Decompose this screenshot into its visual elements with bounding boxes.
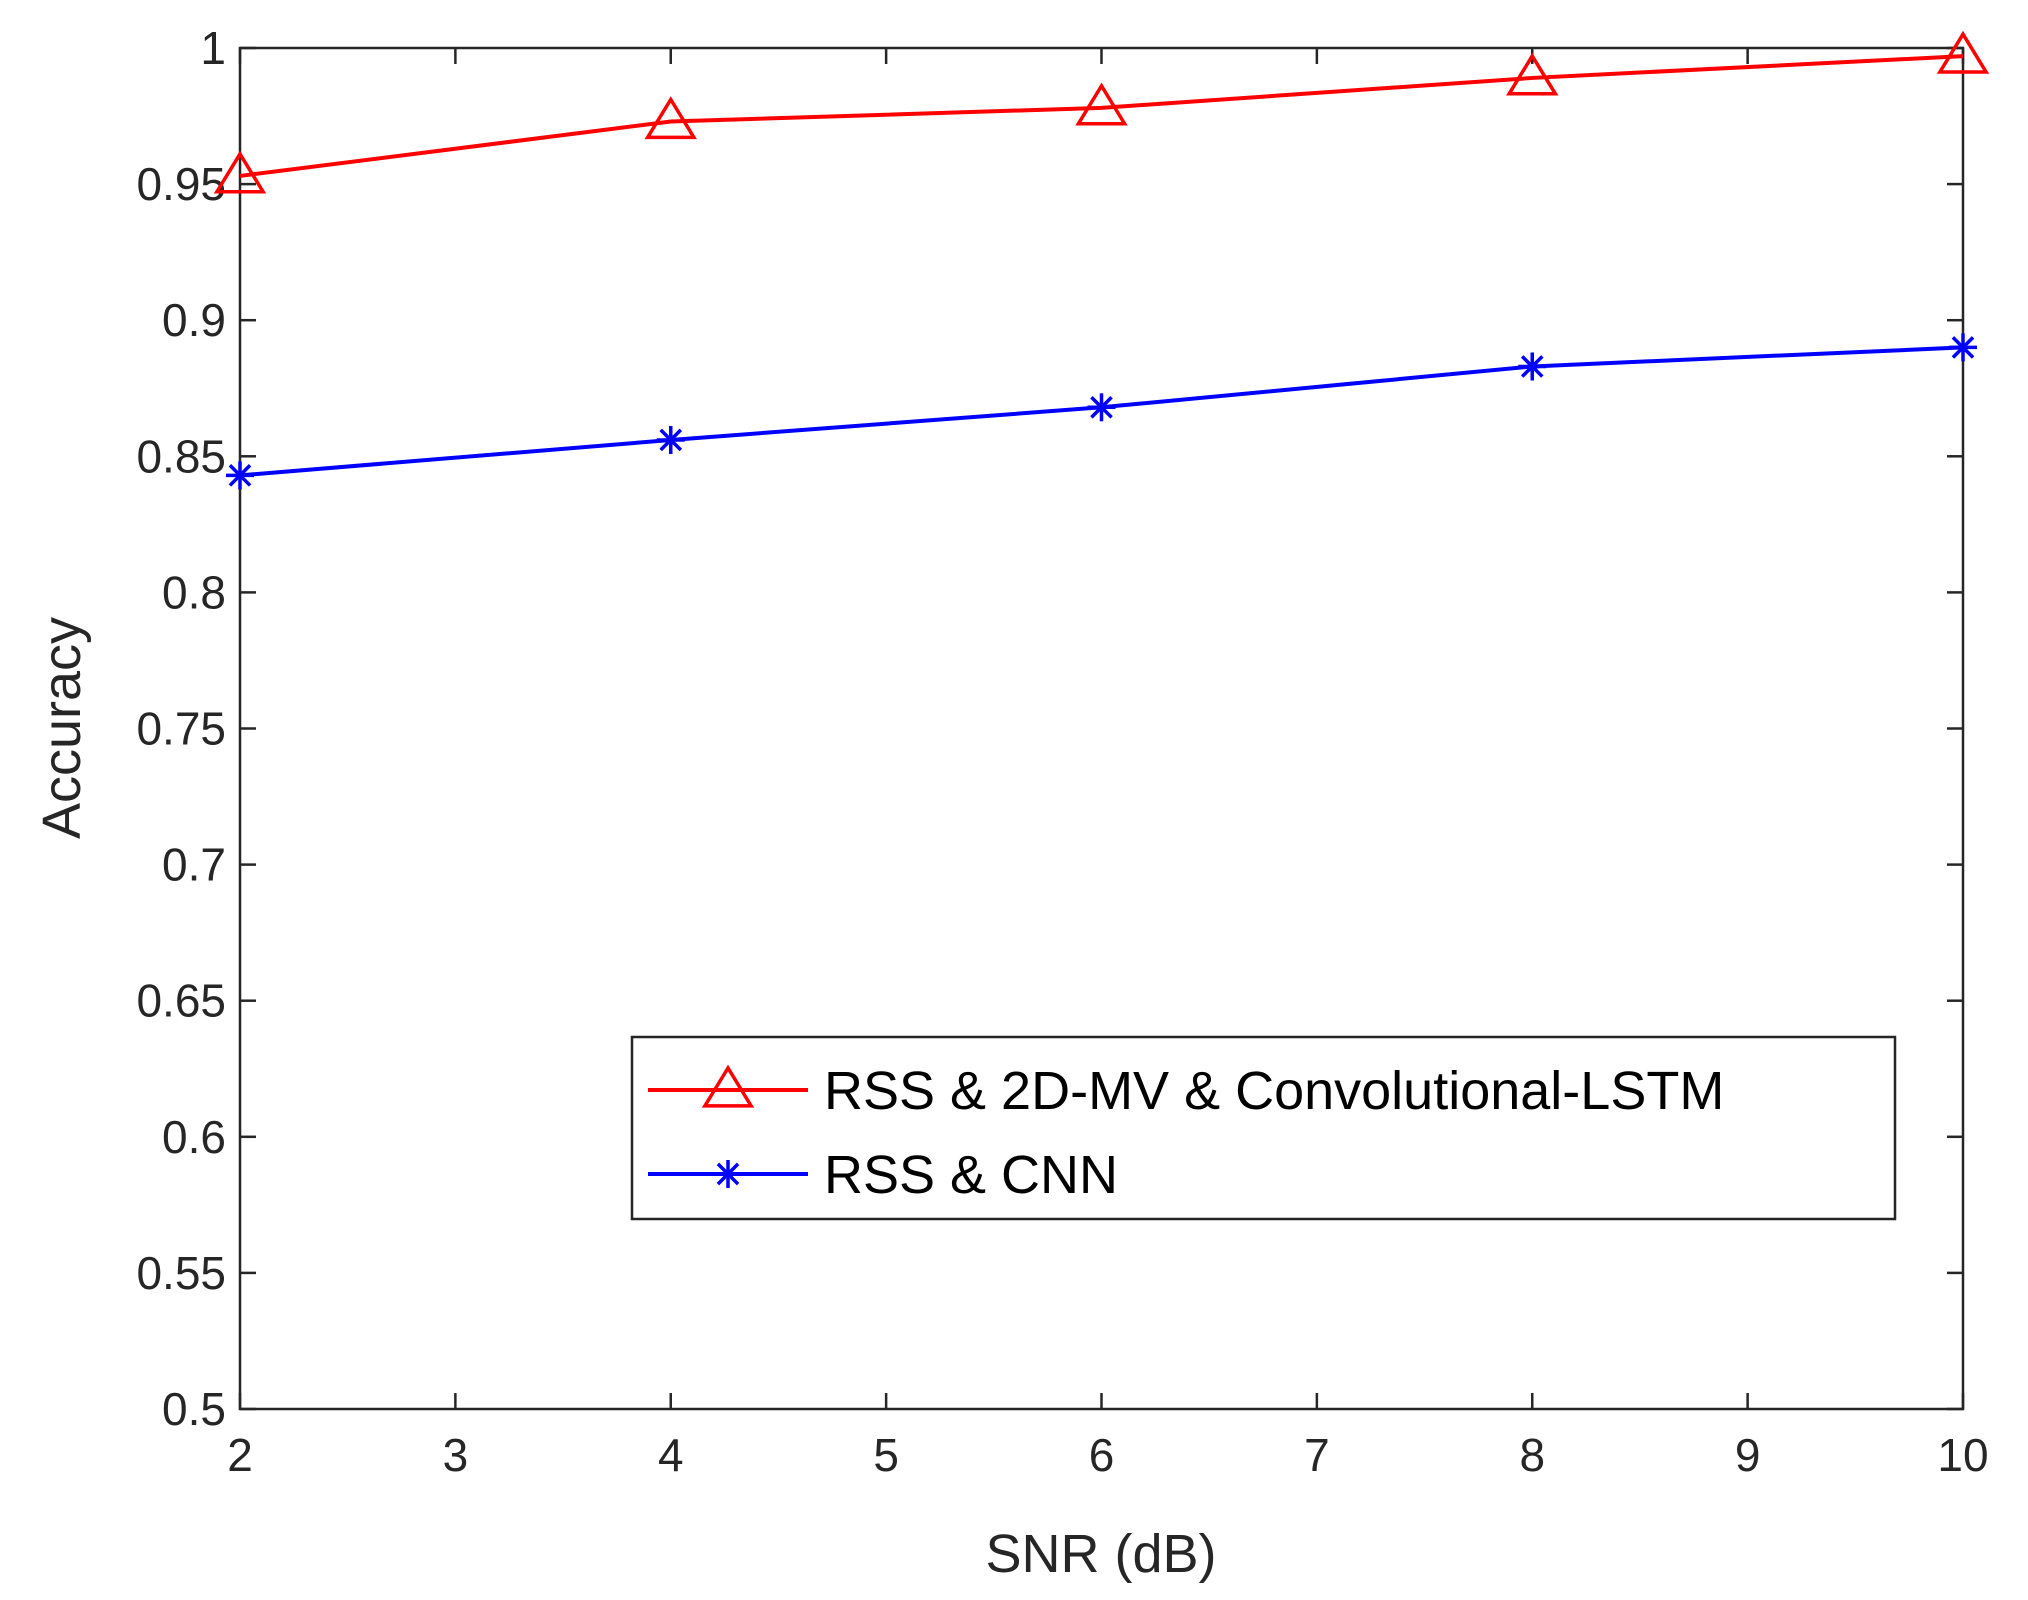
- y-tick-label: 0.5: [162, 1383, 226, 1435]
- axis-ticks: 2 3 4 5 6 7 8 9 10 0.5 0.55 0.6 0.65 0.7 0.75 0.8 0.85 0.…: [136, 22, 1988, 1481]
- data-point-triangle: [1075, 82, 1128, 126]
- series-line: [239, 54, 1964, 178]
- y-tick-label: 0.65: [136, 975, 226, 1027]
- legend-box: [630, 1035, 1897, 1221]
- data-point-asterisk: [226, 461, 254, 490]
- series-1: [213, 30, 1990, 194]
- y-tick-label: 0.6: [162, 1111, 226, 1163]
- x-tick-label: 5: [873, 1429, 899, 1481]
- data-point-asterisk: [656, 425, 685, 454]
- legend: RSS & 2D-MV & Convolutional-LSTM RSS & CN…: [630, 1035, 1897, 1221]
- y-tick-label: 0.55: [136, 1247, 226, 1299]
- data-point-triangle: [701, 1064, 755, 1108]
- series-2: [226, 333, 1977, 490]
- data-point-asterisk: [1949, 333, 1977, 362]
- x-axis-title: SNR (dB): [985, 1524, 1216, 1584]
- x-tick-label: 7: [1304, 1429, 1330, 1481]
- x-tick-label: 6: [1089, 1429, 1115, 1481]
- x-tick-label: 2: [227, 1429, 253, 1481]
- y-tick-label: 0.8: [162, 566, 226, 618]
- y-tick-label: 0.95: [136, 158, 226, 210]
- data-point-asterisk: [714, 1160, 742, 1188]
- x-tick-label: 4: [658, 1429, 684, 1481]
- legend-label: RSS & 2D-MV & Convolutional-LSTM: [824, 1061, 1724, 1121]
- legend-item-2: RSS & CNN: [648, 1145, 1118, 1205]
- y-tick-label: 1: [200, 22, 226, 74]
- y-tick-label: 0.85: [136, 430, 226, 482]
- data-point-triangle: [213, 150, 267, 194]
- x-tick-label: 10: [1937, 1429, 1988, 1481]
- data-point-triangle: [1936, 30, 1990, 74]
- x-tick-label: 3: [443, 1429, 469, 1481]
- y-tick-label: 0.75: [136, 703, 226, 755]
- y-axis-title: Accuracy: [32, 617, 92, 839]
- data-point-asterisk: [1087, 393, 1116, 422]
- data-point-triangle: [1506, 52, 1559, 96]
- y-tick-label: 0.9: [162, 294, 226, 346]
- y-tick-label: 0.7: [162, 839, 226, 891]
- legend-item-1: RSS & 2D-MV & Convolutional-LSTM: [648, 1061, 1724, 1121]
- x-tick-label: 9: [1735, 1429, 1761, 1481]
- data-point-triangle: [644, 96, 697, 140]
- series-layer: [213, 30, 1990, 490]
- data-point-asterisk: [1518, 352, 1547, 381]
- x-tick-label: 8: [1519, 1429, 1545, 1481]
- legend-label: RSS & CNN: [824, 1145, 1118, 1205]
